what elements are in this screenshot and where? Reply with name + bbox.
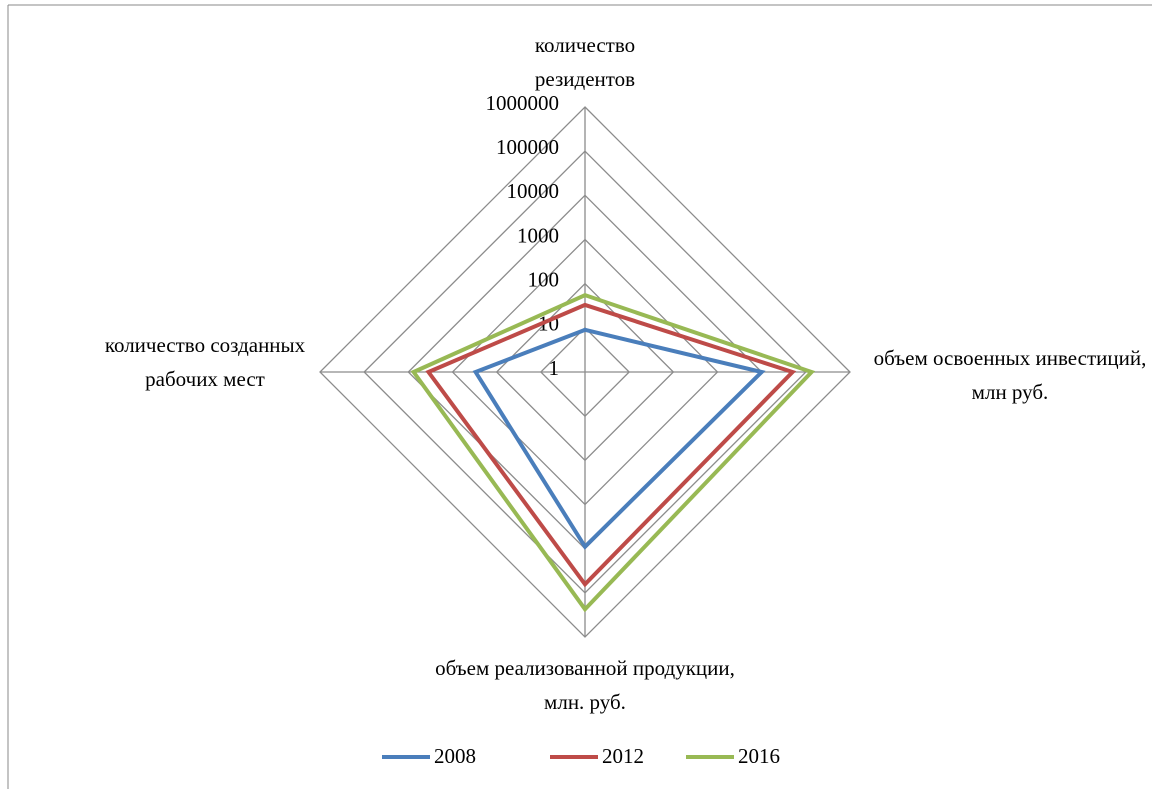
- r-tick-label: 1000: [517, 223, 559, 247]
- r-tick-label: 100: [528, 267, 560, 291]
- r-tick-label: 1: [549, 356, 560, 380]
- r-tick-label: 100000: [496, 135, 559, 159]
- category-label: объем реализованной продукции, млн. руб.: [435, 656, 735, 714]
- series-line: [410, 292, 816, 613]
- r-tick-label: 1000000: [486, 91, 560, 115]
- series-line: [472, 327, 766, 550]
- legend-label: 2012: [602, 744, 644, 768]
- category-label: количество резидентов: [534, 33, 636, 91]
- legend-label: 2008: [434, 744, 476, 768]
- series-line: [425, 302, 797, 588]
- r-tick-label: 10000: [507, 179, 560, 203]
- category-label: количество созданных рабочих мест: [104, 333, 306, 391]
- legend-label: 2016: [738, 744, 780, 768]
- category-label: объем освоенных инвестиций, млн руб.: [873, 346, 1147, 404]
